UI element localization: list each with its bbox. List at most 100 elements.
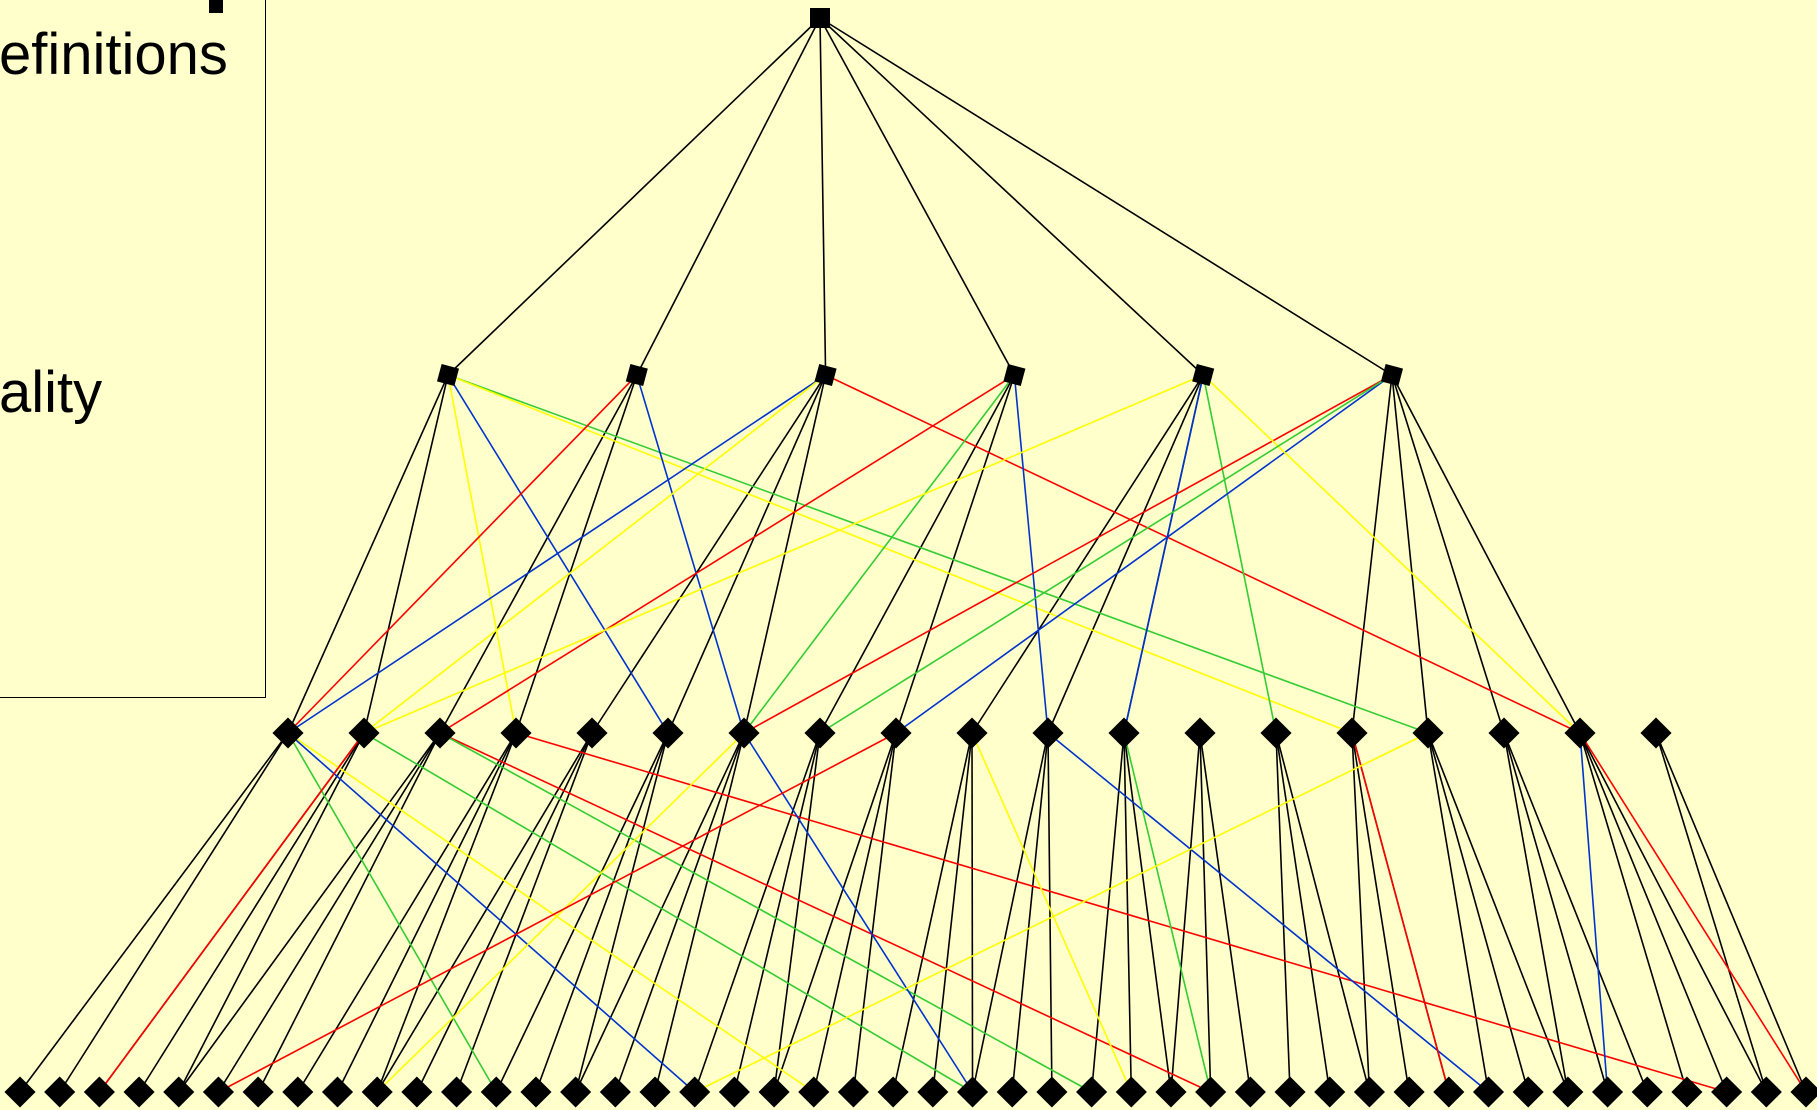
cross-link-blue [287, 374, 827, 734]
cross-link-red [287, 374, 638, 734]
tree-node [798, 1076, 830, 1108]
tree-node [956, 1076, 989, 1108]
tree-node [877, 1076, 909, 1108]
tree-node [480, 1076, 512, 1108]
cross-link-green [1123, 732, 1212, 1093]
tree-edge [1123, 732, 1172, 1093]
tree-node [4, 1076, 36, 1108]
tree-edge [138, 732, 365, 1093]
tree-edge [439, 374, 638, 734]
tree-node [1353, 1076, 1385, 1108]
text-box: efinitions ality [0, 0, 266, 698]
tree-node [1488, 717, 1520, 749]
tree-edge [773, 732, 897, 1093]
tree-node [321, 1076, 354, 1108]
tree-node [401, 1076, 433, 1108]
tree-node [441, 1076, 473, 1108]
tree-node [1711, 1076, 1743, 1108]
tree-edge [1351, 732, 1371, 1093]
tree-edge [693, 732, 821, 1093]
tree-node [1640, 717, 1672, 749]
tree-edge [19, 732, 289, 1093]
tree-node [956, 717, 988, 749]
tree-node [1412, 717, 1444, 749]
tree-edge [376, 732, 517, 1093]
cross-link-green [819, 374, 1393, 734]
tree-edge [257, 732, 441, 1093]
tree-edge [852, 732, 897, 1093]
tree-edge [1655, 732, 1807, 1093]
cross-link-red [825, 374, 1581, 734]
tree-edge [1503, 732, 1569, 1093]
cross-link-green [1202, 374, 1277, 734]
tree-node [1552, 1076, 1584, 1108]
tree-node [202, 1076, 235, 1108]
tree-edge [971, 732, 1049, 1093]
tree-edge [1199, 732, 1252, 1093]
tree-node [880, 717, 912, 749]
tree-edge [1391, 374, 1429, 734]
tree-edge [819, 374, 1016, 734]
tree-node [1591, 1076, 1624, 1108]
tree-edge [1579, 732, 1768, 1093]
tree-node [810, 8, 830, 28]
cross-link-blue [636, 374, 745, 734]
tree-node [1336, 717, 1368, 749]
tree-node [1274, 1076, 1306, 1108]
cross-link-blue [895, 374, 1393, 734]
cross-link-red [218, 732, 897, 1093]
tree-edge [971, 374, 1204, 734]
tree-node [1314, 1076, 1346, 1108]
tree-edge [636, 17, 821, 376]
tree-edge [59, 732, 289, 1093]
tree-node [679, 1076, 711, 1108]
tree-edge [217, 732, 441, 1093]
cross-link-red [1579, 732, 1807, 1093]
cross-link-yellow [447, 374, 517, 734]
tree-edge [535, 732, 669, 1093]
tree-node [163, 1076, 195, 1108]
tree-edge [591, 374, 827, 734]
tree-edge [1391, 374, 1505, 734]
tree-edge [455, 732, 593, 1093]
tree-edge [574, 732, 745, 1093]
cross-link-green [287, 732, 497, 1093]
tree-node [837, 1076, 870, 1108]
tree-edge [297, 732, 517, 1093]
tree-node [1512, 1076, 1544, 1108]
tree-edge [1047, 732, 1053, 1093]
tree-node [1003, 363, 1026, 387]
title-fragment [209, 0, 223, 13]
tree-edge [1391, 374, 1581, 734]
tree-node [1472, 1076, 1505, 1108]
tree-node [814, 363, 837, 387]
tree-edge [1123, 732, 1133, 1093]
tree-node [44, 1076, 76, 1108]
tree-node [804, 717, 836, 749]
tree-node [1192, 363, 1215, 387]
tree-node [1790, 1076, 1817, 1108]
tree-edge [1199, 732, 1212, 1093]
tree-edge [819, 17, 1393, 376]
tree-edge [1275, 732, 1291, 1093]
tree-edge [1579, 732, 1728, 1093]
tree-edge [654, 732, 745, 1093]
tree-edge [1275, 732, 1331, 1093]
tree-node [1115, 1076, 1147, 1108]
tree-edge [819, 17, 827, 376]
tree-edge [178, 732, 365, 1093]
cross-link-blue [1013, 374, 1049, 734]
tree-edge [1351, 732, 1410, 1093]
tree-node [1433, 1076, 1465, 1108]
tree-edge [1503, 732, 1609, 1093]
tree-node [436, 363, 460, 387]
tree-node [639, 1076, 671, 1108]
cross-link-green [743, 374, 1016, 734]
tree-node [1260, 717, 1292, 749]
cross-link-yellow [447, 374, 1353, 734]
cross-links [98, 374, 1807, 1093]
tree-edge [287, 374, 449, 734]
cross-link-yellow [363, 374, 1204, 734]
cross-link-blue [1047, 732, 1489, 1093]
